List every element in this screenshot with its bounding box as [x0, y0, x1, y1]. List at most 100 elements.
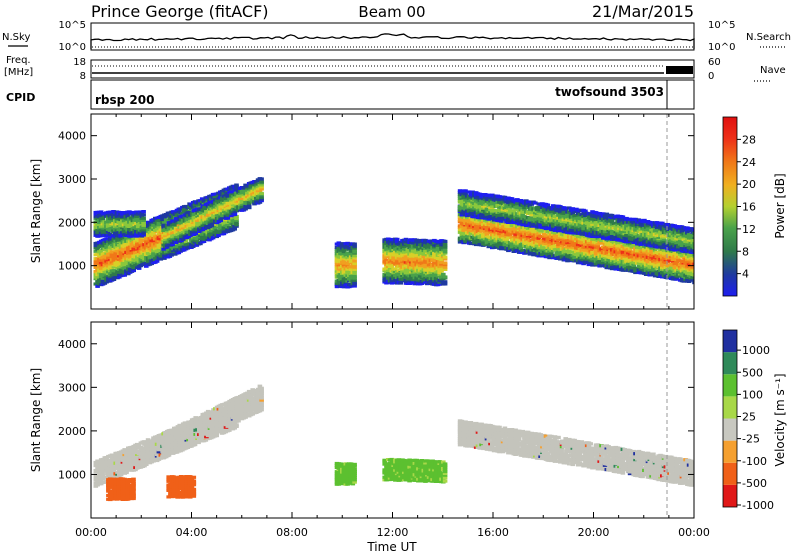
power-cell — [461, 225, 466, 229]
power-cell — [239, 198, 245, 202]
power-cell — [618, 241, 624, 245]
power-cell — [565, 233, 570, 237]
power-cell — [161, 247, 166, 251]
cpid-right-text: twofsound 3503 — [555, 85, 664, 99]
power-cell — [210, 236, 216, 240]
power-cell — [533, 247, 538, 251]
power-cell — [234, 216, 239, 221]
power-cell — [98, 234, 104, 238]
power-cell — [134, 210, 139, 214]
power-cell — [502, 241, 508, 245]
power-cell — [241, 202, 247, 206]
power-cell — [437, 272, 442, 277]
power-cell — [652, 274, 658, 278]
power-cell — [352, 242, 357, 246]
power-cell — [417, 252, 423, 257]
power-cell — [414, 275, 419, 280]
power-cell — [192, 203, 198, 207]
freq-label-line1: Freq. — [6, 55, 31, 66]
power-cell — [575, 249, 581, 253]
power-cell — [396, 270, 402, 275]
power-cell — [151, 249, 156, 253]
power-cell — [100, 278, 106, 282]
power-cell — [127, 224, 132, 228]
power-cell — [352, 246, 357, 250]
power-cell — [484, 231, 490, 235]
power-cell — [525, 240, 531, 244]
power-cell — [348, 277, 354, 281]
power-cell — [120, 214, 125, 219]
power-cell — [590, 247, 595, 251]
power-cell — [225, 216, 231, 220]
power-cell — [507, 233, 513, 237]
power-cell — [213, 208, 218, 212]
power-cell — [232, 212, 238, 216]
power-cell — [180, 226, 186, 230]
power-cell — [387, 267, 393, 271]
power-feature-2 — [161, 177, 264, 251]
power-cell — [259, 191, 264, 195]
power-cell — [123, 218, 129, 222]
power-cell — [234, 220, 239, 225]
power-cell — [400, 248, 405, 252]
power-cell — [432, 251, 437, 255]
power-cell — [352, 248, 357, 252]
power-cell — [442, 280, 448, 284]
power-cell — [352, 256, 357, 260]
power-cell — [191, 213, 197, 217]
power-cell — [194, 239, 200, 243]
power-cell — [536, 250, 542, 254]
power-cell — [556, 252, 561, 257]
power-cell — [516, 241, 522, 245]
power-cell — [116, 210, 122, 214]
power-cell — [345, 251, 350, 255]
power-cell — [345, 271, 350, 275]
power-cell — [441, 272, 446, 276]
power-cell — [209, 229, 214, 233]
power-cell — [581, 254, 586, 258]
power-cell — [609, 243, 615, 247]
power-cell — [141, 228, 146, 232]
power-cell — [558, 257, 563, 261]
power-cell — [529, 239, 534, 243]
power-cell — [391, 245, 396, 249]
power-cell — [442, 257, 448, 261]
power-cell — [624, 245, 629, 249]
freq-left-tick-bottom: 8 — [80, 71, 86, 82]
power-cell — [198, 242, 203, 246]
power-cell — [158, 223, 164, 227]
power-cell — [384, 258, 389, 262]
power-cell — [439, 264, 444, 268]
power-cell — [352, 276, 357, 280]
power-cell — [561, 254, 567, 258]
power-cell — [259, 197, 264, 201]
power-cell — [188, 224, 193, 228]
freq-panel: 18 8 60 0 — [73, 57, 720, 82]
power-cell — [135, 224, 141, 229]
power-cell — [396, 273, 402, 277]
date-title: 21/Mar/2015 — [592, 2, 694, 21]
noise-sky-line — [90, 33, 695, 49]
noise-panel: 10^5 10^0 10^5 10^0 — [59, 20, 736, 53]
power-cell — [477, 231, 483, 236]
power-cell — [170, 219, 175, 223]
power-cell — [534, 230, 540, 234]
power-cell — [394, 240, 400, 244]
power-cell — [145, 239, 151, 243]
power-cell — [95, 284, 100, 288]
power-cell — [414, 238, 419, 242]
power-cell — [439, 269, 444, 273]
power-cell — [423, 243, 428, 247]
power-cell — [475, 229, 481, 234]
power-cell — [593, 248, 599, 252]
power-cell — [127, 210, 132, 214]
power-cell — [540, 244, 545, 248]
power-cell — [506, 236, 511, 240]
power-cell — [338, 263, 343, 267]
power-cell — [257, 200, 263, 204]
power-cell — [340, 244, 345, 248]
power-cell — [173, 240, 179, 244]
power-cell — [394, 237, 400, 241]
power-cell — [561, 240, 567, 244]
power-cell — [588, 260, 593, 265]
